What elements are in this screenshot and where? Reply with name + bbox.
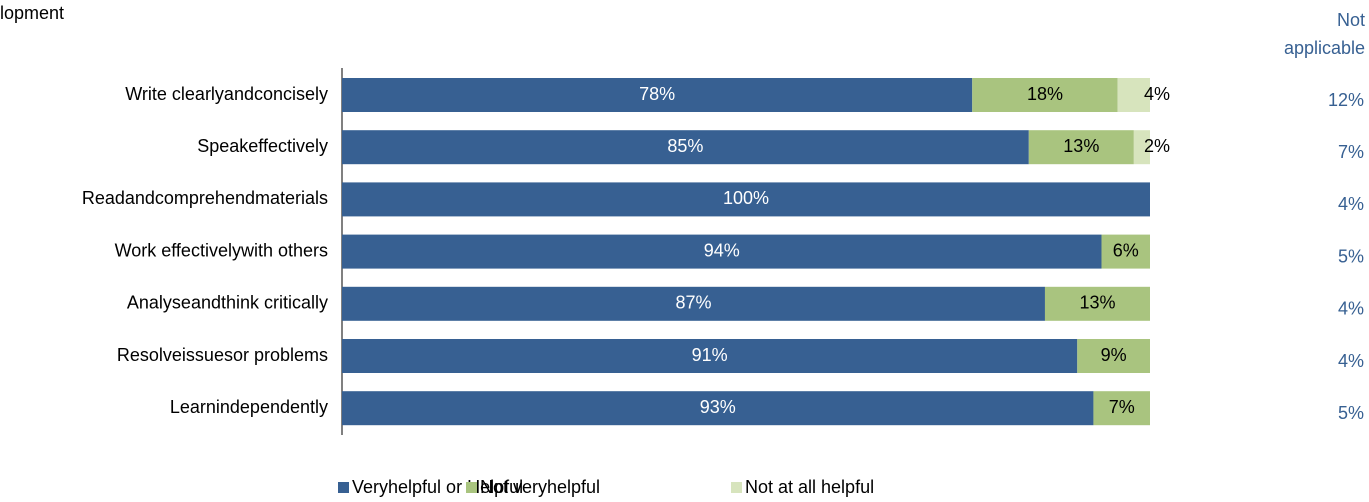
y-tick-label: Write clearlyandconcisely <box>125 84 328 104</box>
bar-segment <box>1093 391 1150 426</box>
bar-segment <box>342 78 973 112</box>
data-label: 9% <box>1101 345 1127 365</box>
data-label: 7% <box>1109 397 1135 417</box>
y-tick-label: Learnindependently <box>170 397 328 417</box>
not-applicable-value: 4% <box>1338 351 1364 371</box>
bar-segment <box>1117 78 1150 112</box>
y-tick-label: Speakeffectively <box>197 136 328 156</box>
data-label: 2% <box>1144 136 1170 156</box>
data-label: 4% <box>1144 84 1170 104</box>
bar-segment <box>1101 234 1150 269</box>
y-tick-label: Work effectivelywith others <box>115 240 328 260</box>
not-applicable-value: 5% <box>1338 403 1364 423</box>
not-applicable-value: 12% <box>1328 90 1364 110</box>
y-tick-label: Analyseandthink critically <box>127 293 328 313</box>
data-label: 91% <box>692 345 728 365</box>
bar-segment <box>1044 286 1150 321</box>
data-label: 13% <box>1063 136 1099 156</box>
bar-segment <box>1133 130 1150 165</box>
bar-segment <box>342 234 1102 269</box>
not-applicable-value: 5% <box>1338 246 1364 266</box>
not-applicable-value: 4% <box>1338 299 1364 319</box>
data-label: 93% <box>700 397 736 417</box>
data-label: 78% <box>639 84 675 104</box>
data-label: 6% <box>1113 240 1139 260</box>
chart-title: lopment <box>0 3 64 23</box>
y-tick-label: Resolveissuesor problems <box>117 345 328 365</box>
legend-label: Veryhelpful or Helpful <box>352 477 523 497</box>
not-applicable-value: 7% <box>1338 142 1364 162</box>
bar-segment <box>342 130 1029 165</box>
bar-segment <box>1028 130 1134 165</box>
bar-segment <box>342 339 1078 373</box>
bar-segment <box>342 182 1150 217</box>
bar-segment <box>342 286 1045 321</box>
y-tick-label: Readandcomprehendmaterials <box>82 188 328 208</box>
data-label: 18% <box>1027 84 1063 104</box>
data-label: 85% <box>667 136 703 156</box>
bar-segment <box>1077 339 1150 373</box>
not-applicable-value: 4% <box>1338 194 1364 214</box>
legend-label: Not veryhelpful <box>480 477 600 497</box>
data-label: 13% <box>1079 293 1115 313</box>
legend-swatch <box>731 482 742 493</box>
data-label: 87% <box>675 293 711 313</box>
legend-swatch <box>338 482 349 493</box>
bar-segment <box>972 78 1118 112</box>
not-applicable-header: Not applicable <box>1283 10 1365 58</box>
bar-segment <box>342 391 1094 426</box>
data-label: 94% <box>704 240 740 260</box>
legend-swatch <box>466 482 477 493</box>
legend-label: Not at all helpful <box>745 477 874 497</box>
data-label: 100% <box>723 188 769 208</box>
